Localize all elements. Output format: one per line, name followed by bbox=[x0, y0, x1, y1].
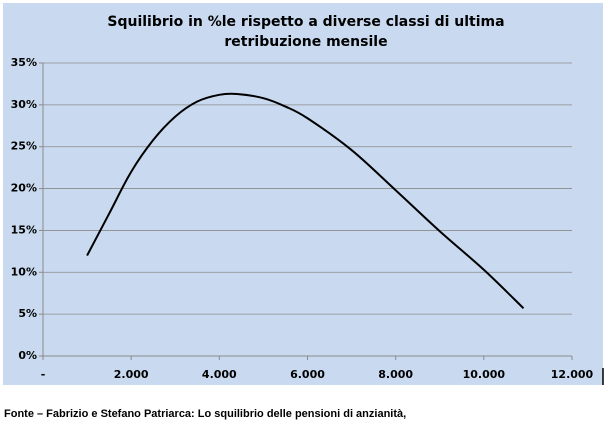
data-line bbox=[86, 92, 525, 310]
y-tick-label: 25% bbox=[11, 140, 37, 153]
y-tick-label: 0% bbox=[18, 349, 37, 362]
y-tick-label: 10% bbox=[11, 265, 37, 278]
x-tick-label: 6.000 bbox=[290, 368, 325, 381]
x-tick-label: 8.000 bbox=[378, 368, 413, 381]
y-tick-label: 30% bbox=[11, 98, 37, 111]
y-tick-label: 5% bbox=[18, 307, 37, 320]
x-tick-label: 12.000 bbox=[551, 368, 594, 381]
chart-background bbox=[3, 3, 603, 385]
x-tick-label: 10.000 bbox=[463, 368, 506, 381]
x-tick-label: - bbox=[41, 368, 46, 381]
chart-title: retribuzione mensile bbox=[224, 34, 387, 50]
source-note: Fonte – Fabrizio e Stefano Patriarca: Lo… bbox=[4, 408, 406, 420]
y-tick-label: 20% bbox=[11, 182, 37, 195]
x-tick-label: 4.000 bbox=[202, 368, 237, 381]
y-tick-label: 15% bbox=[11, 223, 37, 236]
y-tick-label: 35% bbox=[11, 56, 37, 69]
chart-title: Squilibrio in %le rispetto a diverse cla… bbox=[107, 14, 504, 30]
x-tick-label: 2.000 bbox=[114, 368, 149, 381]
